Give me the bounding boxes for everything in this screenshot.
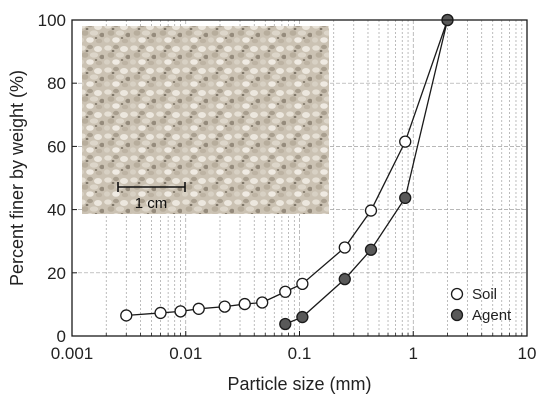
gravel-photo <box>82 26 329 214</box>
y-tick-label: 0 <box>57 327 66 346</box>
soil-data-point <box>154 306 167 320</box>
x-tick-label: 1 <box>409 344 418 363</box>
legend-agent-label: Agent <box>472 307 512 324</box>
scale-bar-label: 1 cm <box>135 195 168 212</box>
x-axis-title: Particle size (mm) <box>227 374 371 394</box>
agent-data-point <box>279 317 292 331</box>
soil-data-point <box>174 305 187 318</box>
agent-data-point <box>364 243 378 256</box>
soil-data-point <box>256 296 269 309</box>
soil-data-point <box>364 204 378 217</box>
agent-data-point <box>399 191 412 205</box>
legend-soil-marker <box>450 287 464 301</box>
soil-data-point <box>238 297 251 311</box>
sample-photo-inset: 1 cm <box>82 26 329 214</box>
soil-data-point <box>279 285 292 298</box>
y-tick-label: 60 <box>47 137 66 156</box>
soil-data-point <box>218 300 231 313</box>
agent-data-point <box>296 310 309 324</box>
soil-data-point <box>338 241 351 254</box>
soil-data-point <box>120 309 133 322</box>
legend-soil-label: Soil <box>472 286 497 303</box>
legend-agent-marker <box>450 308 464 322</box>
y-tick-label: 80 <box>47 74 66 93</box>
x-tick-label: 10 <box>518 344 537 363</box>
x-tick-label: 0.1 <box>288 344 312 363</box>
soil-data-point <box>192 302 205 315</box>
y-tick-label: 100 <box>38 11 66 30</box>
series-group <box>120 13 454 331</box>
y-tick-label: 40 <box>47 201 66 220</box>
x-tick-label: 0.01 <box>169 344 202 363</box>
agent-data-point <box>338 272 351 286</box>
legend: Soil Agent <box>450 286 512 324</box>
soil-data-point <box>296 277 309 291</box>
soil-data-point <box>399 135 412 148</box>
y-tick-label: 20 <box>47 264 66 283</box>
x-tick-label: 0.001 <box>51 344 94 363</box>
y-axis-title: Percent finer by weight (%) <box>7 70 27 286</box>
